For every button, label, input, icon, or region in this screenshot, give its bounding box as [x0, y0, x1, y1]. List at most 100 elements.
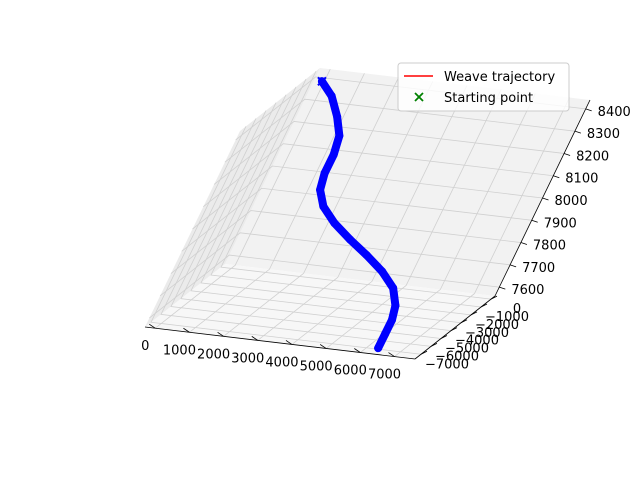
grid-line-z [213, 121, 565, 185]
y-tick-mark [430, 343, 438, 347]
grid-line-y [160, 118, 432, 347]
tick-labels: 0 1000 2000 3000 4000 5000 6000 70000−1000−2000… [141, 105, 631, 383]
y-tick-label: −3000 [465, 326, 509, 341]
x-tick-label: 4000 [265, 355, 298, 370]
z-tick-mark [499, 286, 506, 290]
z-tick-label: 8100 [565, 172, 598, 187]
grid-line-x [155, 69, 331, 329]
trajectory-point [333, 112, 342, 121]
trajectory-point [319, 202, 328, 211]
trajectory-point [391, 301, 400, 310]
trajectory-point [381, 330, 390, 339]
x-tick-label: 2000 [197, 347, 230, 362]
z-tick-label: 7700 [522, 261, 555, 276]
z-tick-label: 8000 [555, 194, 588, 209]
z-tick-mark [531, 219, 538, 223]
grid-line-z [192, 165, 543, 230]
y-tick-label: −2000 [475, 318, 519, 333]
x-tick-mark [217, 331, 224, 337]
grid-line-z [203, 143, 554, 208]
x-tick-label: 7000 [368, 368, 401, 383]
y-tick-label: −7000 [425, 357, 469, 372]
start-point-marker [317, 76, 327, 86]
trajectory-point [320, 169, 329, 178]
x-tick-mark [319, 344, 327, 349]
trajectory-point [387, 316, 396, 325]
y-tick-label: −5000 [445, 342, 489, 357]
trajectory-point [335, 131, 344, 140]
y-tick-mark [440, 335, 448, 339]
trajectory-point [345, 235, 354, 244]
trajectory-point [378, 267, 387, 276]
y-tick-mark [470, 311, 478, 316]
x-tick-mark [285, 340, 293, 345]
z-tick-mark [520, 242, 528, 245]
legend-x-marker-icon [414, 92, 424, 102]
x-tick-label: 1000 [163, 343, 196, 358]
x-tick-mark [149, 323, 156, 329]
grid-line-z [149, 254, 500, 319]
grid-line-y [180, 102, 452, 332]
grid-line-x [325, 89, 502, 349]
x-tick-label: 6000 [334, 364, 367, 379]
data-series [316, 76, 400, 353]
y-tick-mark [420, 350, 428, 355]
z-tick-label: 7900 [544, 216, 577, 231]
grid-line-y [190, 94, 462, 324]
x-tick-mark [388, 352, 395, 357]
z-tick-label: 7600 [511, 283, 544, 298]
grid-line-y [170, 110, 442, 339]
grid-line-z [224, 98, 575, 163]
grid-line-x [189, 73, 365, 333]
grid-line-y [200, 86, 472, 316]
x-tick-mark [183, 327, 190, 333]
grid-line-y [150, 126, 422, 355]
x-tick-label: 3000 [231, 351, 264, 366]
trajectory-point [374, 344, 383, 353]
x-tick-label: 5000 [300, 359, 333, 374]
trajectory-point [327, 92, 336, 101]
z-tick-mark [574, 130, 582, 134]
grid-line-x [223, 77, 399, 337]
z-tick-mark [542, 197, 549, 201]
z-tick-mark [585, 108, 592, 112]
y-tick-mark [460, 319, 468, 324]
legend: Weave trajectory Starting point [397, 62, 570, 112]
trajectory-point [316, 185, 325, 194]
grid-line-z [159, 232, 511, 297]
legend-label-trajectory: Weave trajectory [444, 70, 555, 85]
y-tick-label: −6000 [435, 349, 479, 364]
floor-pane [145, 264, 495, 359]
z-tick-label: 8400 [598, 105, 631, 120]
x-axis-line [144, 326, 416, 360]
legend-box [397, 62, 570, 112]
trajectory-point [389, 284, 398, 293]
trajectory-point [330, 219, 339, 228]
z-tick-label: 8300 [587, 127, 620, 142]
y-tick-mark [480, 303, 488, 308]
y-tick-mark [490, 295, 498, 300]
z-tick-mark [509, 264, 517, 268]
z-tick-mark [553, 175, 560, 179]
legend-label-start: Starting point [444, 91, 533, 106]
z-tick-label: 8200 [576, 149, 609, 164]
trajectory-point [329, 150, 338, 159]
grid-line-x [257, 81, 434, 341]
x-tick-mark [251, 336, 259, 341]
grid-line-x [394, 97, 570, 357]
x-tick-mark [354, 348, 361, 353]
y-tick-label: −4000 [455, 334, 499, 349]
trajectory-point [362, 251, 371, 260]
z-tick-mark [563, 153, 571, 156]
start-point-stroke [317, 76, 327, 86]
y-tick-label: 0 [513, 302, 521, 317]
y-tick-mark [450, 327, 458, 332]
x-tick-label: 0 [141, 339, 149, 354]
y-tick-label: −1000 [485, 310, 529, 325]
z-tick-label: 7800 [533, 239, 566, 254]
grid-line-z [170, 210, 521, 274]
grid-line-z [181, 187, 532, 252]
grid-line-y [220, 70, 492, 300]
grid-line-x [291, 85, 468, 345]
